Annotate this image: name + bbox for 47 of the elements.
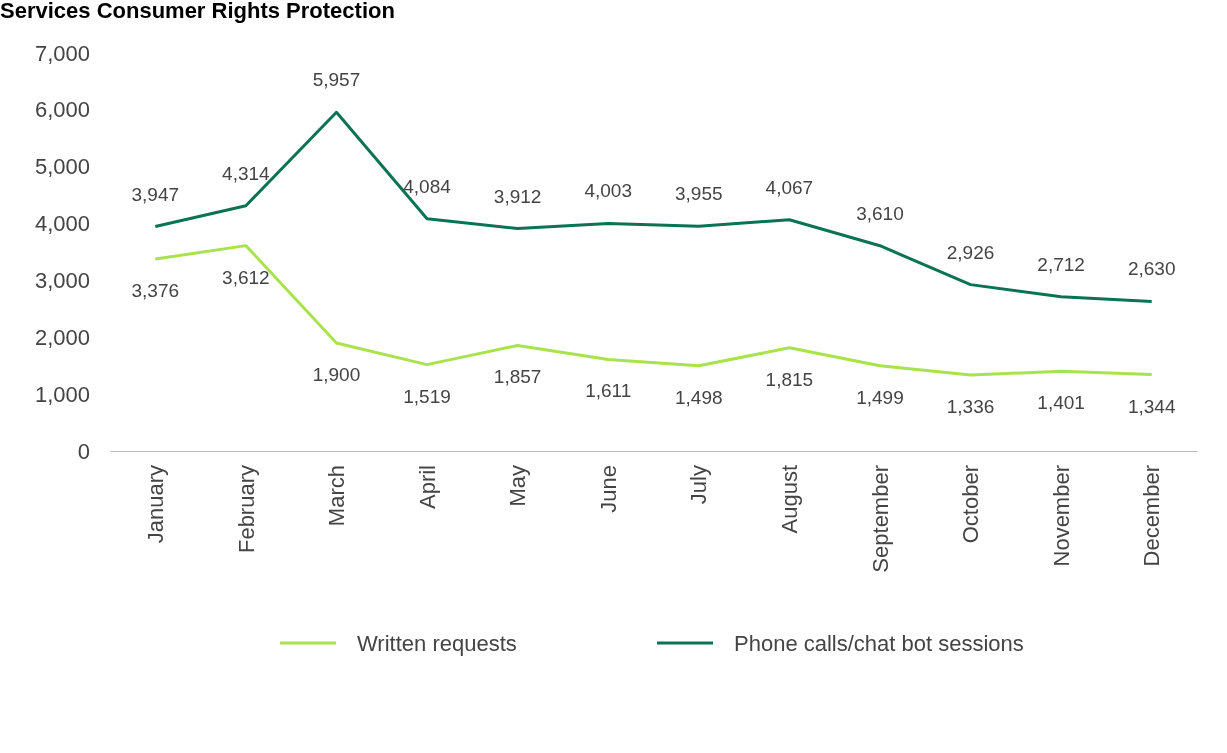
- data-label: 4,314: [222, 162, 271, 184]
- data-label: 1,499: [856, 386, 904, 408]
- data-label: 1,900: [312, 363, 361, 385]
- data-label: 2,712: [1037, 253, 1085, 275]
- data-label: 4,067: [765, 176, 814, 198]
- legend-label: Phone calls/chat bot sessions: [734, 631, 1024, 656]
- data-label: 5,957: [312, 69, 361, 91]
- data-label: 1,857: [493, 366, 542, 388]
- x-tick-label: August: [777, 465, 803, 534]
- legend-label: Written requests: [357, 631, 517, 656]
- data-label: 1,519: [403, 385, 451, 407]
- y-tick-label: 3,000: [34, 267, 90, 293]
- x-tick-label: February: [233, 465, 259, 554]
- data-label: 2,630: [1127, 258, 1176, 280]
- data-label: 3,912: [493, 185, 542, 207]
- y-tick-label: 2,000: [34, 324, 90, 350]
- x-tick-label: May: [505, 465, 531, 507]
- data-label: 2,926: [946, 241, 995, 263]
- x-tick-label: June: [595, 465, 621, 513]
- x-tick-label: December: [1139, 465, 1165, 567]
- data-label: 1,336: [946, 396, 995, 418]
- y-tick-label: 6,000: [34, 97, 90, 123]
- data-label: 3,955: [675, 183, 723, 205]
- y-tick-label: 0: [77, 438, 90, 464]
- x-tick-label: March: [324, 465, 350, 527]
- x-tick-label: January: [142, 465, 168, 544]
- data-label: 1,401: [1037, 392, 1085, 414]
- chart-title: Services Consumer Rights Protection: [0, 0, 395, 23]
- x-tick-label: September: [867, 465, 893, 573]
- data-label: 3,610: [856, 202, 904, 224]
- data-label: 4,003: [584, 180, 632, 202]
- y-tick-label: 4,000: [34, 211, 90, 237]
- data-label: 3,947: [131, 183, 180, 205]
- y-tick-label: 1,000: [34, 381, 90, 407]
- data-label: 1,611: [585, 380, 632, 402]
- data-label: 1,815: [765, 368, 814, 390]
- x-tick-label: November: [1048, 465, 1074, 567]
- data-label: 4,084: [403, 175, 452, 197]
- y-tick-label: 5,000: [34, 154, 90, 180]
- x-tick-label: July: [686, 465, 712, 505]
- y-tick-label: 7,000: [34, 40, 90, 66]
- x-tick-label: April: [414, 465, 440, 510]
- data-label: 3,612: [222, 266, 270, 288]
- data-label: 1,344: [1127, 395, 1176, 417]
- data-label: 3,376: [131, 280, 180, 302]
- data-label: 1,498: [675, 386, 723, 408]
- x-tick-label: October: [958, 465, 984, 544]
